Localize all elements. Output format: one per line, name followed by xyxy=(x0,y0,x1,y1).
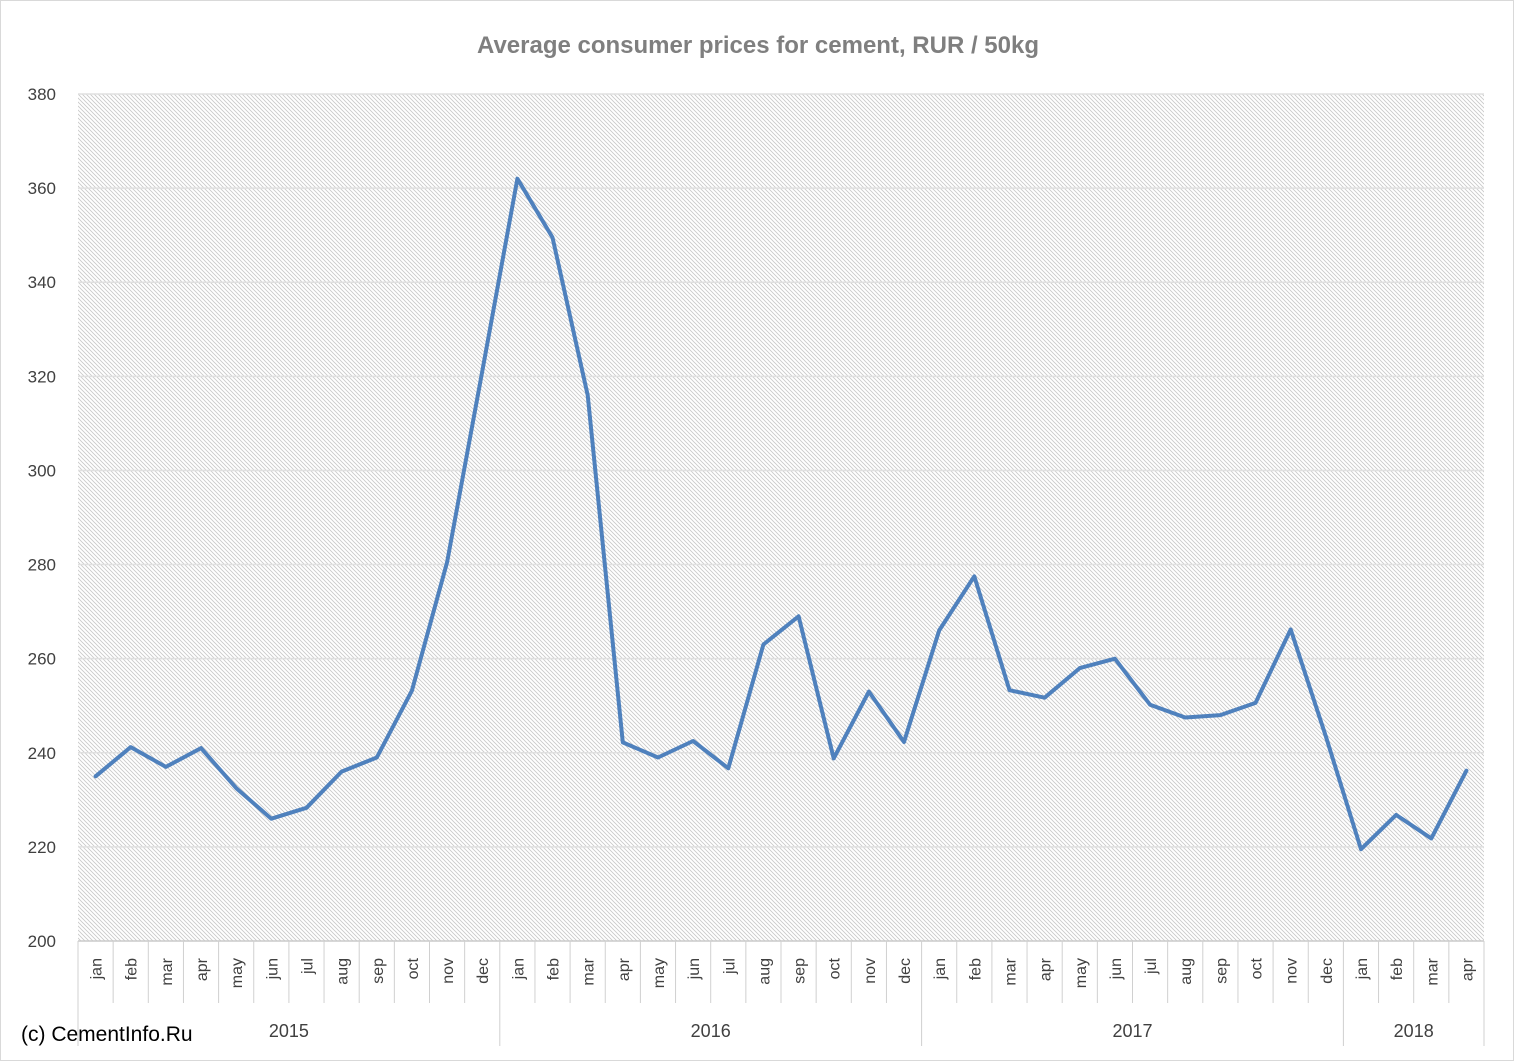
x-tick-label: aug xyxy=(335,958,352,985)
y-tick-label: 380 xyxy=(28,85,56,104)
x-tick-label: nov xyxy=(1284,958,1301,984)
year-label: 2017 xyxy=(1112,1021,1152,1041)
x-tick-label: aug xyxy=(1178,958,1195,985)
y-axis: 200 220 240 260 280 300 320 340 360 380 xyxy=(28,85,56,951)
x-tick-label: jul xyxy=(299,958,316,975)
x-tick-label: feb xyxy=(1389,958,1406,980)
x-tick-label: oct xyxy=(827,957,844,979)
x-tick-label: jan xyxy=(510,958,527,980)
y-tick-label: 220 xyxy=(28,838,56,857)
y-tick-label: 260 xyxy=(28,650,56,669)
x-tick-label: oct xyxy=(405,957,422,979)
y-tick-label: 240 xyxy=(28,744,56,763)
x-tick-label: jul xyxy=(721,958,738,975)
x-tick-label: jul xyxy=(1143,958,1160,975)
year-label: 2016 xyxy=(691,1021,731,1041)
x-tick-label: jun xyxy=(264,958,281,980)
x-tick-label: jan xyxy=(1354,958,1371,980)
y-tick-label: 360 xyxy=(28,179,56,198)
x-tick-label: may xyxy=(651,958,668,988)
x-tick-label: feb xyxy=(546,958,563,980)
x-tick-label: dec xyxy=(475,958,492,984)
x-tick-label: jan xyxy=(932,958,949,980)
x-tick-label: apr xyxy=(1459,957,1476,981)
x-tick-label: apr xyxy=(1038,957,1055,981)
chart-title: Average consumer prices for cement, RUR … xyxy=(477,32,1039,59)
x-tick-label: oct xyxy=(1249,957,1266,979)
x-tick-label: apr xyxy=(194,957,211,981)
x-tick-label: mar xyxy=(1002,957,1019,985)
x-tick-label: nov xyxy=(862,958,879,984)
x-tick-label: dec xyxy=(1319,958,1336,984)
y-tick-label: 280 xyxy=(28,556,56,575)
x-tick-label: jan xyxy=(89,958,106,980)
year-label: 2015 xyxy=(269,1021,309,1041)
x-tick-label: mar xyxy=(1424,957,1441,985)
series-layer xyxy=(93,176,1469,852)
x-tick-label: may xyxy=(229,958,246,988)
y-tick-label: 340 xyxy=(28,273,56,292)
x-tick-label: sep xyxy=(1213,958,1230,984)
x-tick-label: jun xyxy=(686,958,703,980)
x-tick-label: mar xyxy=(581,957,598,985)
x-tick-label: feb xyxy=(967,958,984,980)
x-tick-label: sep xyxy=(370,958,387,984)
y-tick-label: 300 xyxy=(28,461,56,480)
x-tick-label: nov xyxy=(440,958,457,984)
year-label: 2018 xyxy=(1394,1021,1434,1041)
x-tick-label: mar xyxy=(159,957,176,985)
x-tick-label: may xyxy=(1073,958,1090,988)
x-axis: jan feb mar apr may jun jul aug sep oct nov dec jan f… xyxy=(77,940,1485,1046)
y-tick-label: 320 xyxy=(28,367,56,386)
x-tick-label: jun xyxy=(1108,958,1125,980)
x-tick-label: aug xyxy=(756,958,773,985)
gridlines xyxy=(78,93,1484,942)
x-tick-label: feb xyxy=(124,958,141,980)
x-tick-label: apr xyxy=(616,957,633,981)
series-line xyxy=(93,176,1469,852)
copyright-text: (c) CementInfo.Ru xyxy=(21,1023,193,1046)
y-tick-label: 200 xyxy=(28,932,56,951)
x-tick-label: dec xyxy=(897,958,914,984)
x-tick-label: sep xyxy=(792,958,809,984)
